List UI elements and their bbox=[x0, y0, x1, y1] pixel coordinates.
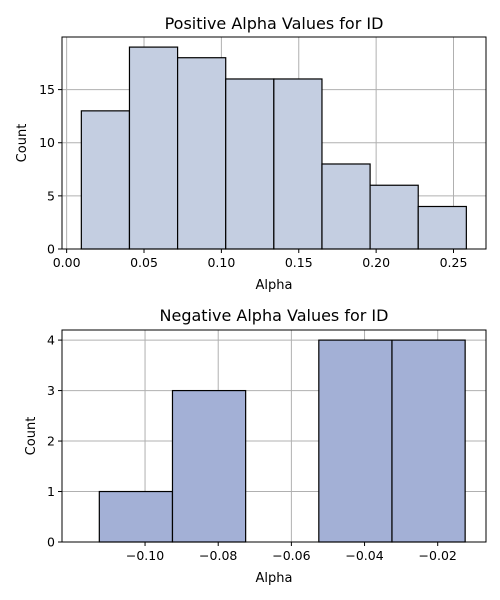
x-tick-label: −0.10 bbox=[126, 548, 164, 563]
histogram-bar bbox=[417, 205, 467, 250]
histogram-bar bbox=[80, 110, 131, 250]
chart-title: Negative Alpha Values for ID bbox=[160, 306, 389, 325]
histogram-bar bbox=[273, 78, 323, 250]
y-axis-label: Count bbox=[15, 124, 30, 163]
x-tick-label: −0.02 bbox=[419, 548, 457, 563]
histogram-bar bbox=[176, 57, 227, 250]
x-tick-label: 0.15 bbox=[285, 255, 313, 270]
x-tick-label: −0.06 bbox=[272, 548, 310, 563]
x-tick-label: 0.00 bbox=[53, 255, 81, 270]
x-axis-label: Alpha bbox=[256, 278, 293, 293]
y-tick-label: 1 bbox=[47, 484, 55, 499]
y-tick-label: 4 bbox=[47, 333, 55, 348]
chart-panel-1: 0.00 0.05 0.10 0.15 0.20 0.25 0 5 10 15 Positive A… bbox=[15, 14, 487, 293]
histogram-bar bbox=[321, 163, 371, 250]
y-tick-label: 0 bbox=[47, 242, 55, 257]
y-axis-label: Count bbox=[24, 417, 39, 456]
histogram-bar bbox=[98, 490, 174, 543]
histogram-bar bbox=[171, 389, 247, 543]
histogram-bar bbox=[128, 46, 179, 250]
histogram-bar bbox=[391, 339, 466, 543]
y-tick-label: 0 bbox=[47, 535, 55, 550]
y-tick-label: 2 bbox=[47, 434, 55, 449]
x-tick-label: 0.05 bbox=[130, 255, 158, 270]
y-tick-label: 3 bbox=[47, 383, 55, 398]
y-tick-label: 10 bbox=[39, 135, 55, 150]
histogram-bar bbox=[369, 184, 419, 250]
y-tick-label: 5 bbox=[47, 188, 55, 203]
histogram-bar bbox=[318, 339, 393, 543]
plot-frame bbox=[61, 329, 487, 543]
x-tick-label: 0.20 bbox=[362, 255, 390, 270]
chart-panel-2: −0.10 −0.08 −0.06 −0.04 −0.02 0 1 2 3 4 Negative A… bbox=[24, 306, 487, 586]
x-tick-label: −0.08 bbox=[199, 548, 237, 563]
x-tick-label: −0.04 bbox=[345, 548, 383, 563]
x-axis-label: Alpha bbox=[256, 571, 293, 586]
x-tick-label: 0.10 bbox=[207, 255, 235, 270]
y-tick-label: 15 bbox=[39, 82, 55, 97]
x-tick-label: 0.25 bbox=[440, 255, 468, 270]
chart-title: Positive Alpha Values for ID bbox=[165, 14, 384, 33]
histogram-bar bbox=[225, 78, 275, 250]
